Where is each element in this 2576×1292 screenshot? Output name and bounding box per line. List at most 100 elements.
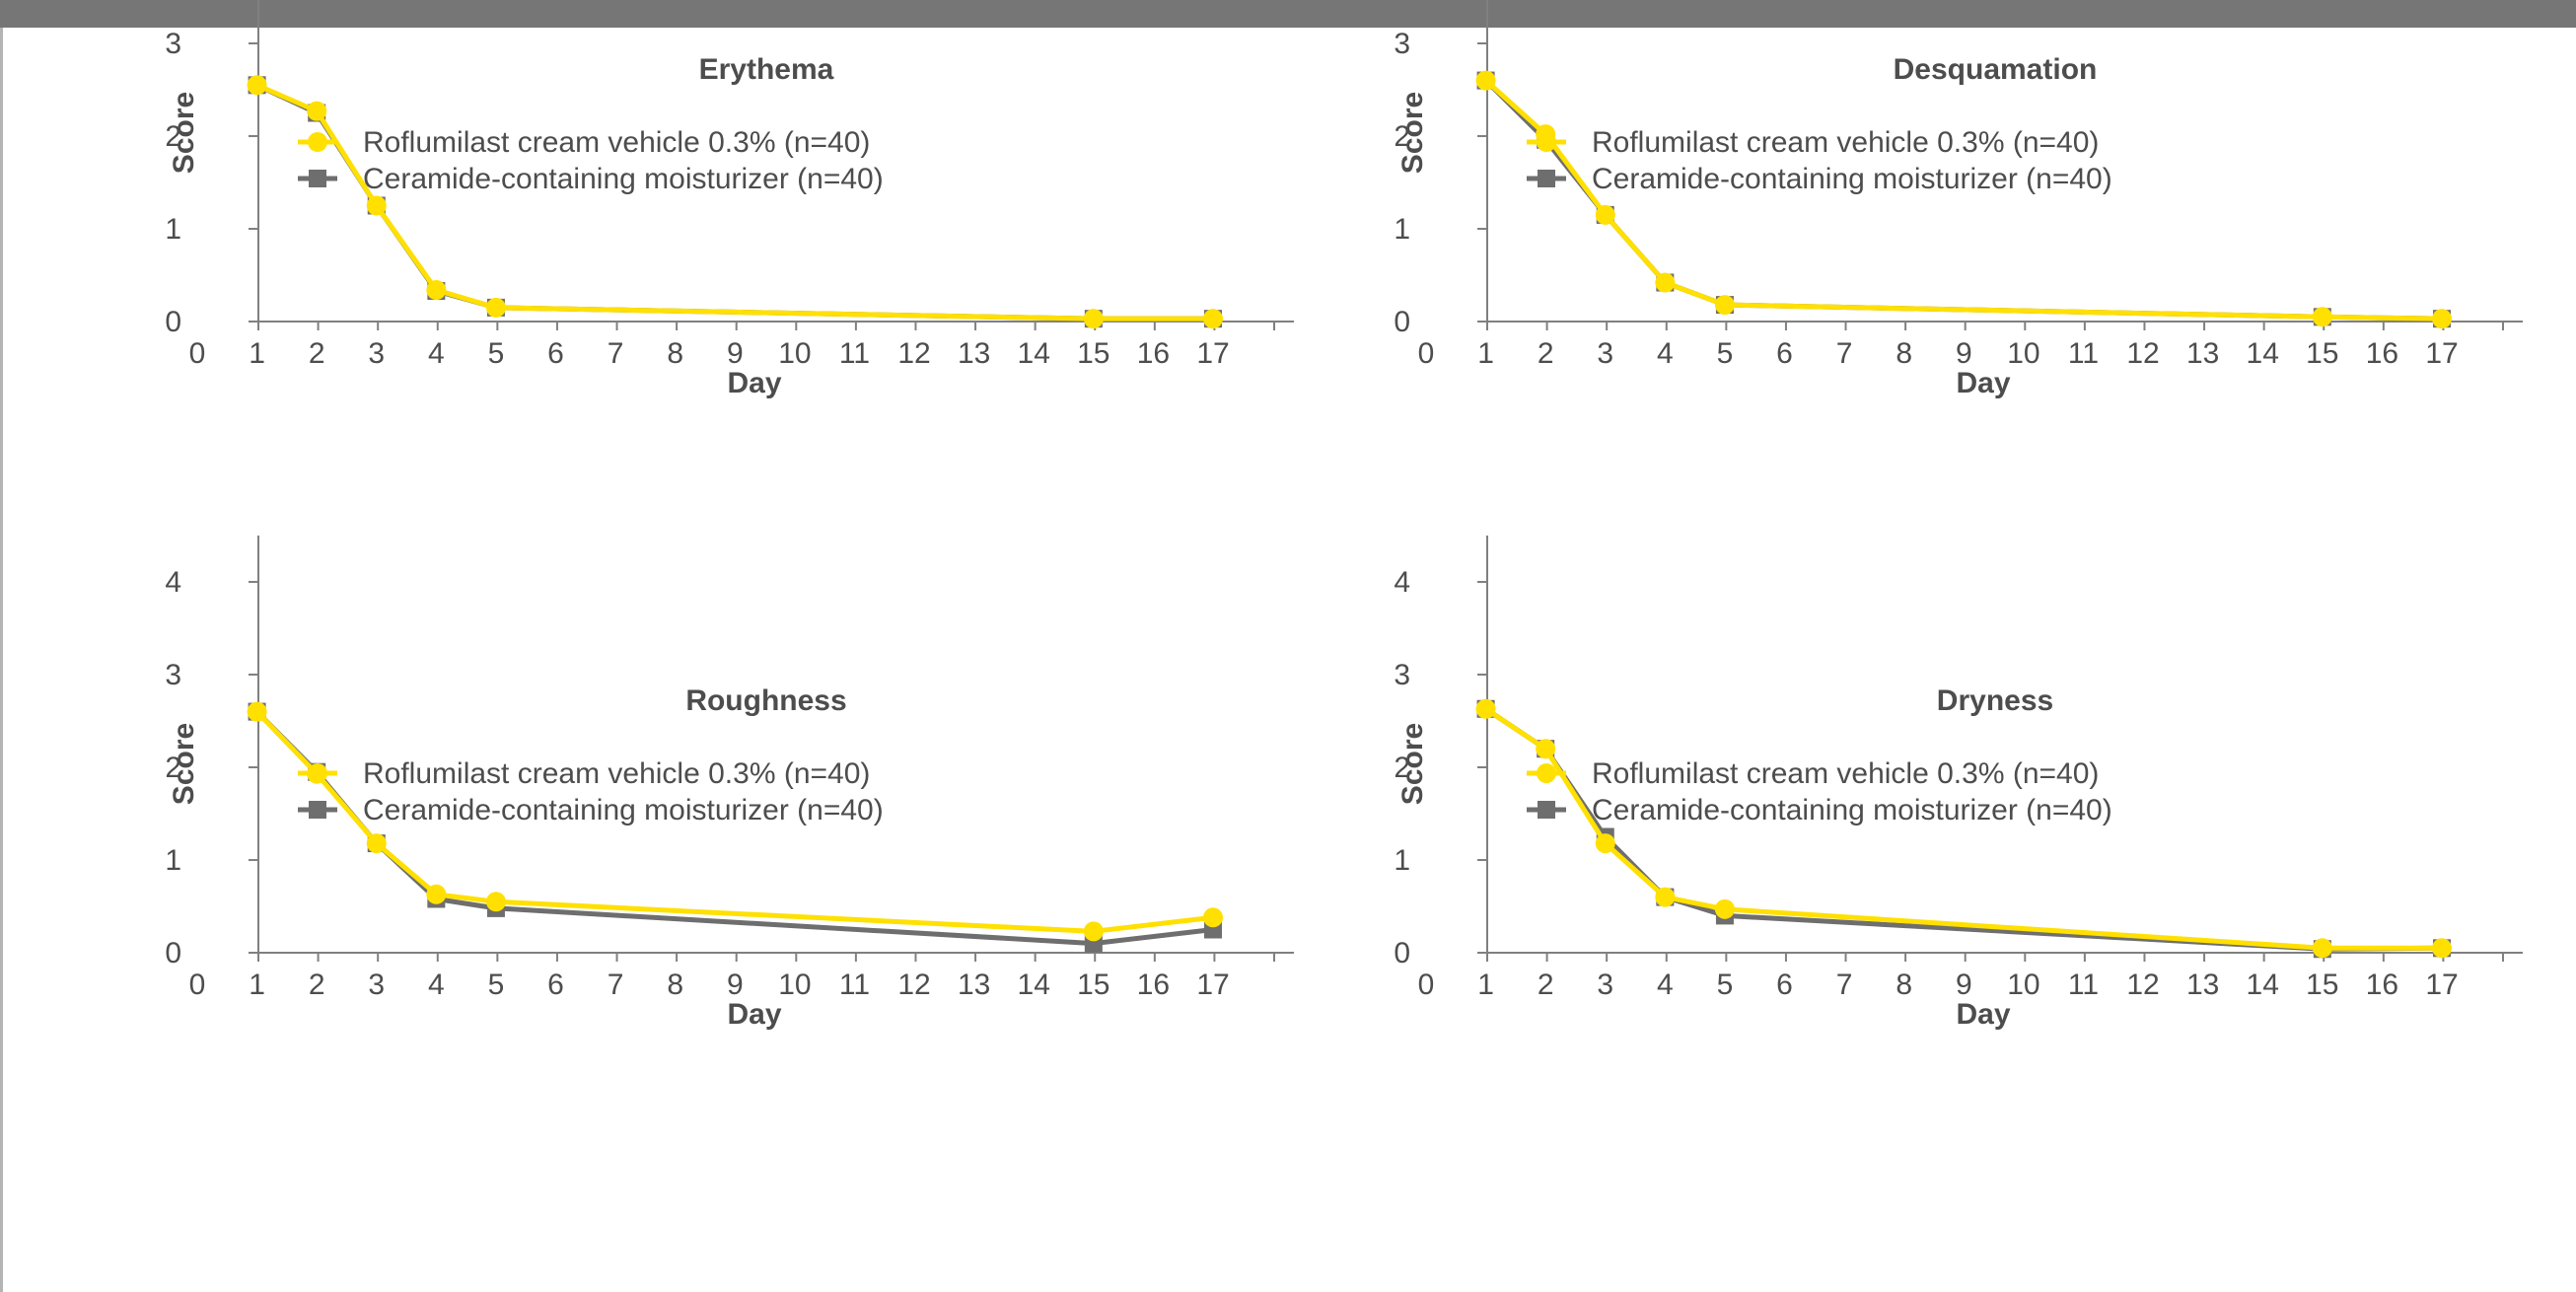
x-tick-label: 9	[727, 969, 744, 1001]
x-tick-label: 14	[2247, 337, 2279, 370]
y-tick-label: 2	[165, 120, 181, 153]
x-tick-label: 13	[2186, 969, 2219, 1001]
y-tick-label: 0	[1394, 306, 1410, 338]
x-tick-label: 4	[1657, 337, 1674, 370]
y-tick-label: 3	[165, 28, 181, 60]
x-tick-label: 12	[897, 969, 930, 1001]
x-tick-label: 14	[1018, 337, 1050, 370]
y-tick-label: 0	[165, 306, 181, 338]
x-tick-label: 10	[778, 337, 811, 370]
chart-title: Desquamation	[1894, 53, 2098, 86]
x-tick-label: 16	[2366, 969, 2398, 1001]
legend-label-roflumilast: Roflumilast cream vehicle 0.3% (n=40)	[1592, 757, 2099, 790]
x-tick-label: 11	[2068, 969, 2099, 1001]
y-axis-title: Score	[1396, 92, 1429, 174]
x-tick-label: 0	[189, 969, 206, 1001]
data-point-roflumilast	[1536, 739, 1556, 759]
data-point-roflumilast	[1714, 295, 1735, 316]
x-tick-label: 0	[189, 337, 206, 370]
x-tick-label: 0	[1418, 969, 1435, 1001]
data-point-roflumilast	[1714, 898, 1735, 919]
y-axis-title: Score	[1396, 723, 1429, 805]
y-tick-label: 3	[165, 659, 181, 691]
x-tick-label: 6	[1776, 969, 1793, 1001]
x-tick-label: 4	[428, 337, 445, 370]
legend-marker-roflumilast	[1537, 763, 1556, 783]
y-tick-label: 2	[1394, 752, 1410, 784]
x-tick-label: 5	[1717, 969, 1734, 1001]
y-tick-label: 1	[1394, 844, 1410, 877]
x-axis-title: Day	[727, 998, 781, 1031]
x-tick-label: 9	[1956, 337, 1972, 370]
x-tick-label: 14	[2247, 969, 2279, 1001]
x-tick-label: 12	[2126, 969, 2159, 1001]
data-point-roflumilast	[1203, 907, 1223, 928]
y-tick-label: 0	[165, 937, 181, 969]
y-axis-title: Score	[168, 92, 200, 174]
x-tick-label: 8	[1896, 969, 1912, 1001]
x-tick-label: 13	[958, 969, 990, 1001]
x-tick-label: 1	[249, 969, 265, 1001]
x-tick-label: 15	[2306, 337, 2338, 370]
x-tick-label: 3	[368, 337, 385, 370]
y-tick-label: 1	[165, 844, 181, 877]
x-tick-label: 5	[488, 337, 505, 370]
x-tick-label: 5	[488, 969, 505, 1001]
legend-marker-ceramide-containing	[309, 801, 326, 819]
x-axis-title: Day	[1956, 367, 2010, 399]
legend-marker-ceramide-containing	[1538, 801, 1555, 819]
data-point-roflumilast	[426, 280, 447, 301]
data-point-roflumilast	[1595, 204, 1615, 225]
x-tick-label: 10	[778, 969, 811, 1001]
data-point-roflumilast	[1655, 887, 1676, 907]
data-point-roflumilast	[247, 75, 267, 96]
x-tick-label: 7	[1836, 337, 1853, 370]
x-tick-label: 11	[839, 337, 870, 370]
data-point-roflumilast	[366, 195, 387, 216]
x-tick-label: 9	[1956, 969, 1972, 1001]
x-tick-label: 0	[1418, 337, 1435, 370]
series-line-ceramide-containing	[1484, 706, 2443, 952]
x-tick-label: 15	[1077, 969, 1109, 1001]
x-tick-label: 11	[2068, 337, 2099, 370]
data-point-roflumilast	[366, 833, 387, 854]
x-tick-label: 7	[1836, 969, 1853, 1001]
legend-marker-ceramide-containing	[1538, 170, 1555, 187]
legend-marker-roflumilast	[1537, 132, 1556, 152]
x-tick-label: 13	[2186, 337, 2219, 370]
x-tick-label: 14	[1018, 969, 1050, 1001]
legend-label-ceramide-containing: Ceramide-containing moisturizer (n=40)	[1592, 163, 2112, 195]
x-tick-label: 13	[958, 337, 990, 370]
data-point-roflumilast	[1475, 698, 1496, 719]
y-tick-label: 2	[165, 752, 181, 784]
x-tick-label: 5	[1717, 337, 1734, 370]
x-tick-label: 16	[2366, 337, 2398, 370]
data-point-roflumilast	[2312, 938, 2332, 959]
x-tick-label: 1	[249, 337, 265, 370]
data-point-roflumilast	[2432, 309, 2452, 329]
data-point-roflumilast	[485, 297, 506, 318]
y-tick-label: 3	[1394, 659, 1410, 691]
data-point-roflumilast	[247, 701, 267, 722]
x-tick-label: 7	[608, 337, 624, 370]
x-tick-label: 2	[1538, 337, 1554, 370]
data-point-roflumilast	[2312, 307, 2332, 327]
series-line-roflumilast	[1484, 706, 2442, 951]
data-point-roflumilast	[2432, 938, 2452, 959]
data-point-roflumilast	[1083, 309, 1104, 329]
series-line-roflumilast	[255, 83, 1213, 322]
legend-label-ceramide-containing: Ceramide-containing moisturizer (n=40)	[363, 794, 884, 826]
erythema-chart: Erythema0123401234567891011121314151617D…	[165, 0, 1294, 399]
x-tick-label: 8	[667, 969, 683, 1001]
header-bar	[0, 0, 2576, 28]
desquamation-chart: Desquamation0123401234567891011121314151…	[1394, 0, 2523, 399]
x-tick-label: 3	[1597, 337, 1613, 370]
chart-title: Roughness	[685, 684, 846, 717]
x-tick-label: 4	[1657, 969, 1674, 1001]
x-tick-label: 16	[1137, 337, 1170, 370]
legend-label-roflumilast: Roflumilast cream vehicle 0.3% (n=40)	[363, 126, 870, 159]
data-point-roflumilast	[307, 101, 327, 121]
x-tick-label: 10	[2007, 969, 2039, 1001]
x-tick-label: 6	[1776, 337, 1793, 370]
